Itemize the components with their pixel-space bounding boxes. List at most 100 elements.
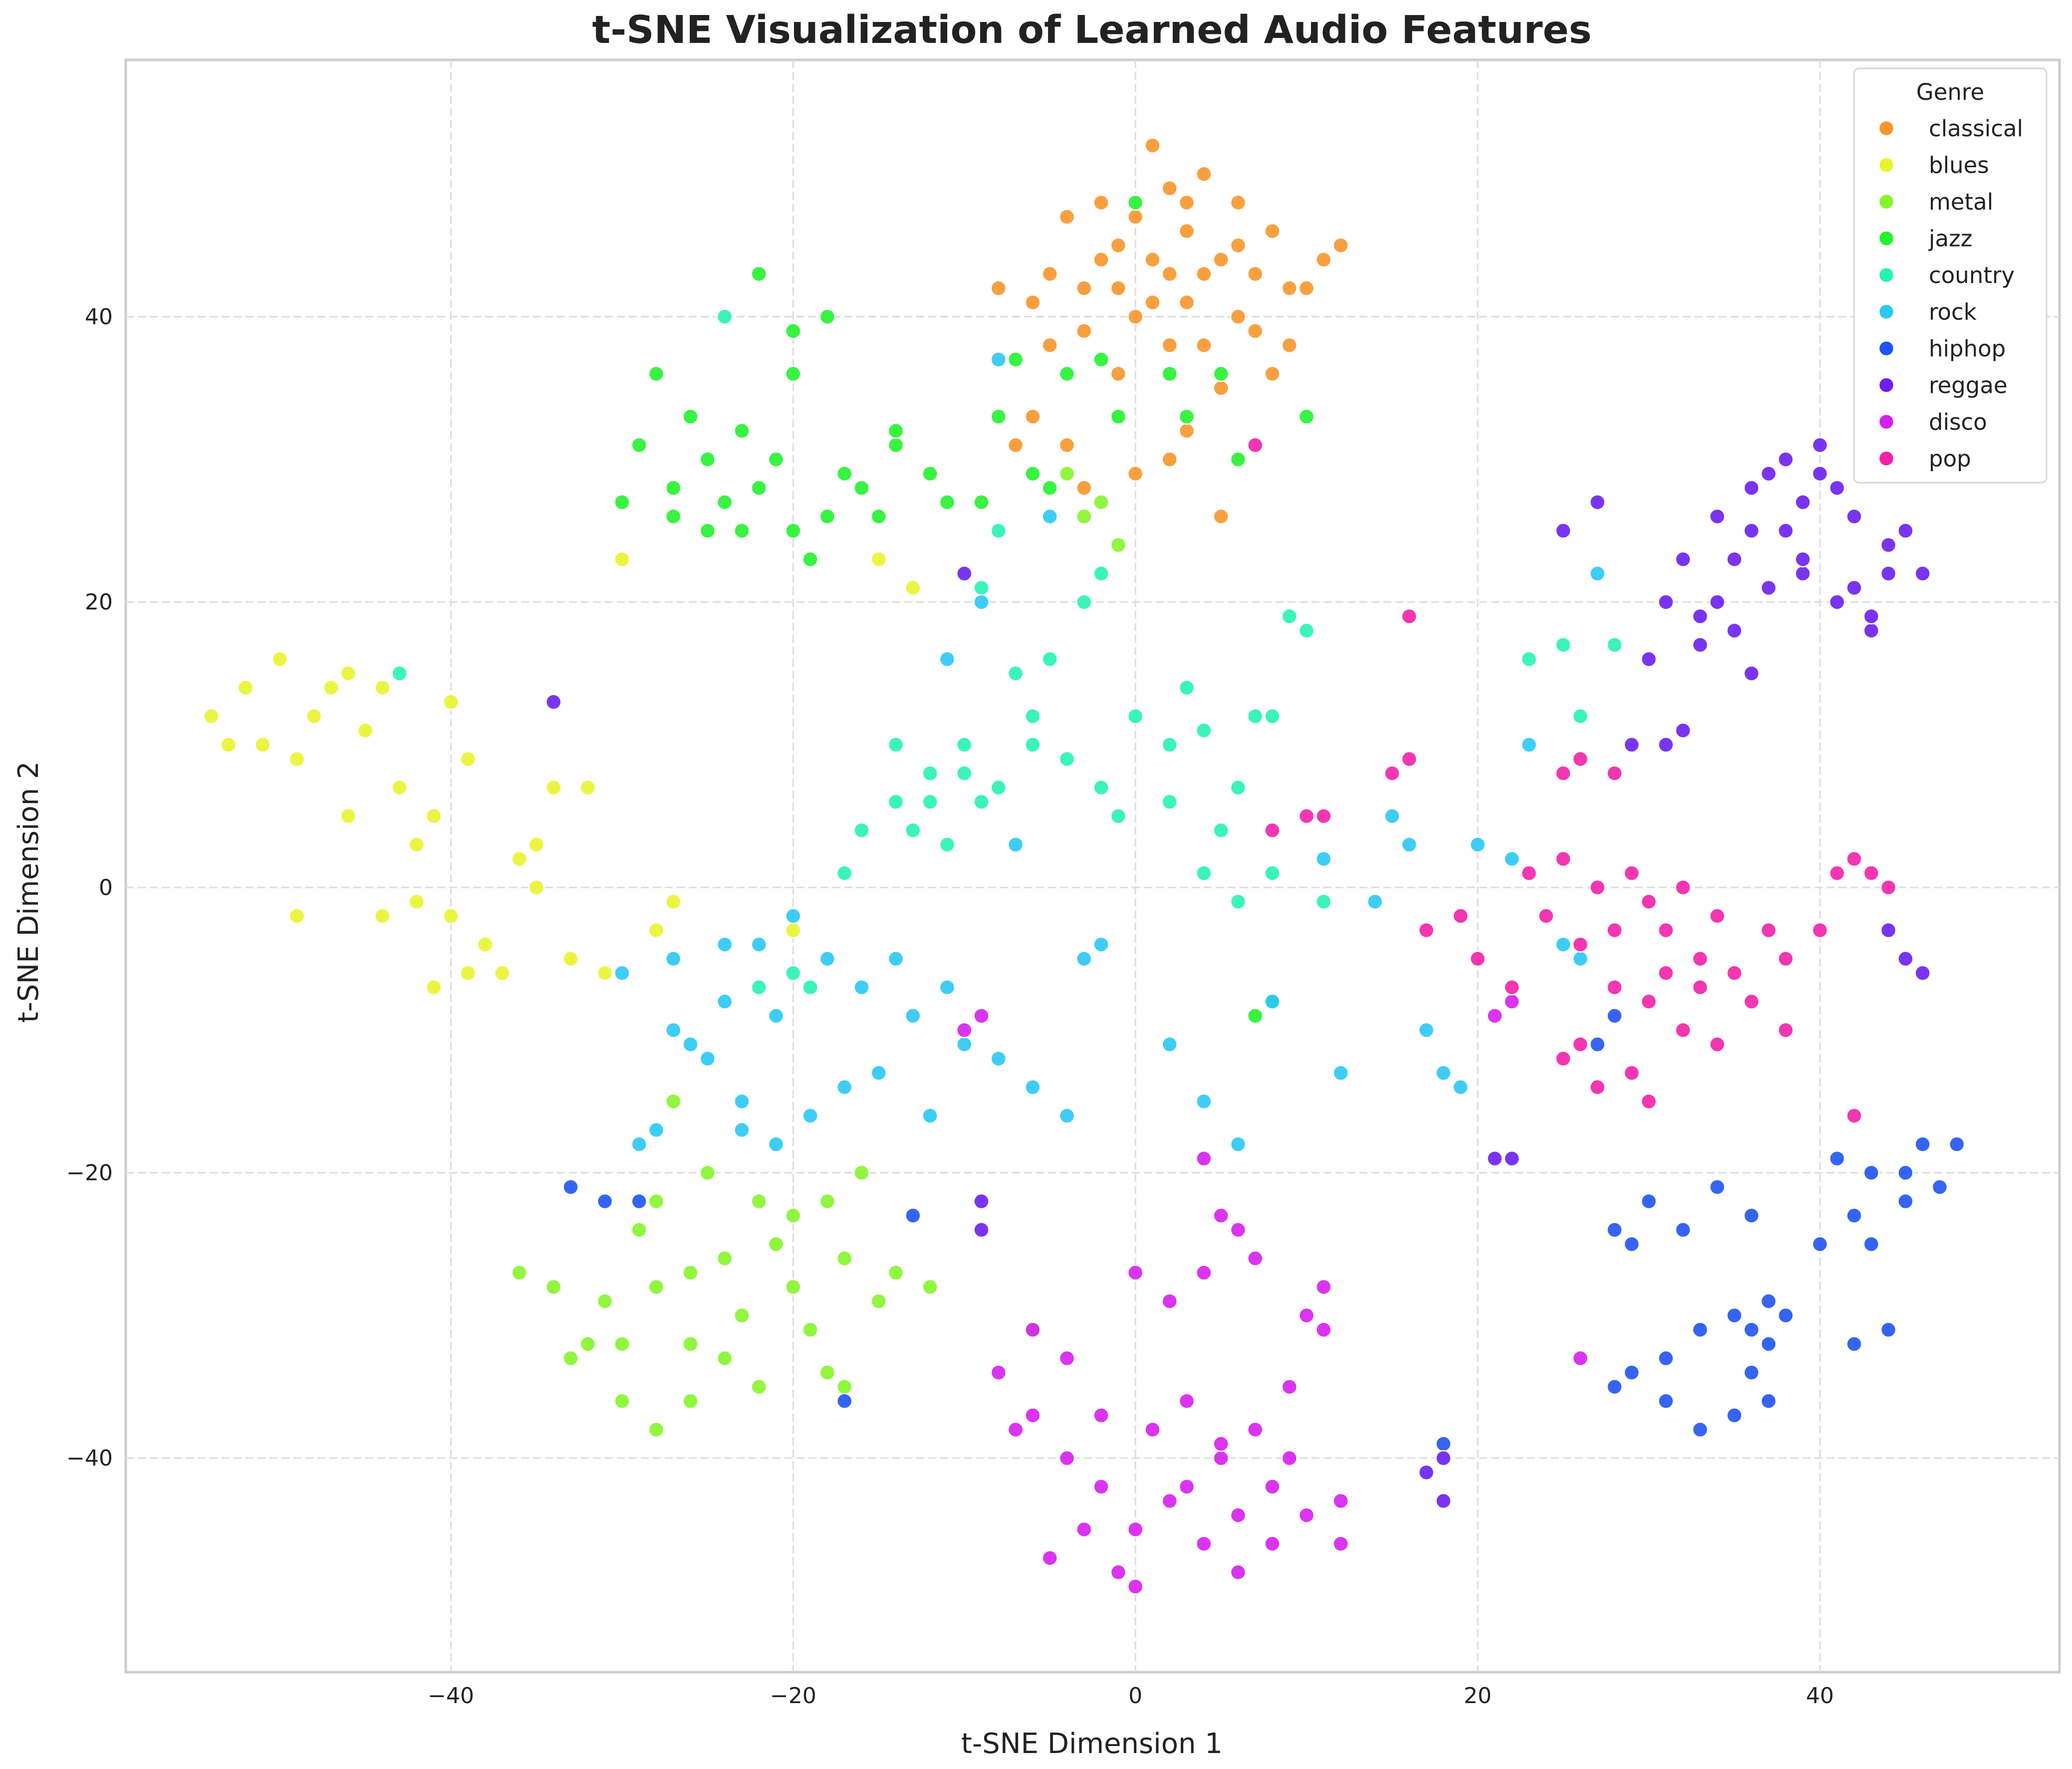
pop-point [1640, 993, 1657, 1010]
disco-point [1196, 1264, 1212, 1281]
pop-point [1555, 765, 1571, 782]
blues-point [460, 965, 477, 981]
rock-point [1161, 1036, 1178, 1053]
blues-point [305, 708, 322, 725]
disco-point [1315, 1321, 1332, 1338]
pop-point [1778, 1022, 1794, 1038]
metal-point [648, 1421, 665, 1438]
series-metal [511, 465, 1127, 1438]
rock-point [716, 936, 733, 953]
disco-point [1196, 1150, 1212, 1167]
country-point [939, 836, 956, 853]
country-point [1025, 736, 1041, 753]
jazz-point [734, 422, 750, 439]
blues-point [665, 893, 682, 910]
jazz-point [751, 480, 768, 496]
reggae-point [1897, 950, 1914, 967]
rock-point [802, 1107, 818, 1124]
classical-point [1213, 508, 1229, 525]
jazz-point [1298, 408, 1315, 425]
rock-point [1007, 836, 1024, 853]
classical-point [1230, 237, 1247, 254]
jazz-point [768, 451, 784, 468]
hiphop-point [1760, 1336, 1777, 1352]
hiphop-point [1435, 1436, 1452, 1452]
rock-point [1435, 1065, 1452, 1081]
classical-point [1093, 251, 1109, 268]
hiphop-point [1658, 1350, 1674, 1367]
legend-marker-classical [1878, 120, 1895, 137]
disco-point [1093, 1478, 1109, 1495]
y-tick-label: −20 [66, 1161, 113, 1186]
disco-point [1298, 1307, 1315, 1324]
disco-point [1504, 993, 1520, 1010]
reggae-point [545, 694, 562, 710]
pop-point [1606, 765, 1623, 782]
hiphop-point [1692, 1421, 1709, 1438]
country-point [1606, 636, 1623, 653]
disco-point [1213, 1450, 1229, 1467]
x-tick-label: 40 [1806, 1683, 1834, 1709]
disco-point [1110, 1564, 1127, 1581]
reggae-point [1880, 565, 1897, 582]
disco-point [1332, 1492, 1349, 1509]
rock-point [905, 1007, 921, 1024]
pop-point [1709, 907, 1726, 924]
legend: Genre classical blues metal jazz country rock… [1853, 67, 2048, 484]
rock-point [870, 1065, 887, 1081]
blues-point [426, 979, 442, 996]
pop-point [1572, 751, 1589, 767]
metal-point [870, 1293, 887, 1310]
country-point [1041, 651, 1058, 667]
legend-label-jazz: jazz [1928, 226, 1972, 252]
disco-point [1196, 1535, 1212, 1552]
pop-point [1469, 950, 1486, 967]
metal-point [785, 1207, 801, 1224]
series-hiphop [562, 1007, 1965, 1452]
hiphop-point [1931, 1179, 1948, 1195]
jazz-point [1230, 451, 1247, 468]
jazz-point [1025, 465, 1041, 482]
hiphop-point [1846, 1207, 1862, 1224]
legend-label-metal: metal [1929, 189, 1993, 215]
country-point [973, 580, 990, 596]
jazz-point [648, 365, 665, 382]
blues-point [511, 851, 527, 867]
rock-point [1093, 936, 1109, 953]
jazz-point [836, 465, 853, 482]
country-point [1264, 708, 1281, 725]
metal-point [734, 1307, 750, 1324]
pop-point [1572, 936, 1589, 953]
blues-point [357, 722, 374, 739]
reggae-point [1828, 480, 1845, 496]
blues-point [579, 779, 596, 796]
pop-point [1640, 893, 1657, 910]
pop-point [1658, 965, 1674, 981]
jazz-point [990, 408, 1007, 425]
blues-point [460, 751, 477, 767]
reggae-point [1828, 593, 1845, 610]
blues-point [614, 551, 630, 568]
y-tick-label: 40 [85, 304, 113, 330]
reggae-point [1880, 922, 1897, 938]
country-point [1127, 708, 1144, 725]
rock-point [1264, 993, 1281, 1010]
disco-point [973, 1007, 990, 1024]
metal-point [648, 1278, 665, 1295]
pop-point [1692, 950, 1709, 967]
pop-point [1606, 979, 1623, 996]
classical-point [1213, 380, 1229, 396]
reggae-point [1743, 480, 1760, 496]
reggae-point [1795, 494, 1811, 511]
hiphop-point [1863, 1236, 1880, 1252]
hiphop-point [1675, 1221, 1691, 1238]
blues-point [340, 665, 357, 682]
rock-point [1058, 1107, 1075, 1124]
x-axis-label: t-SNE Dimension 1 [961, 1728, 1223, 1760]
classical-point [1196, 337, 1212, 353]
hiphop-point [1589, 1036, 1606, 1053]
jazz-point [939, 494, 956, 511]
blues-point [408, 893, 425, 910]
country-point [990, 523, 1007, 539]
hiphop-point [1692, 1321, 1709, 1338]
